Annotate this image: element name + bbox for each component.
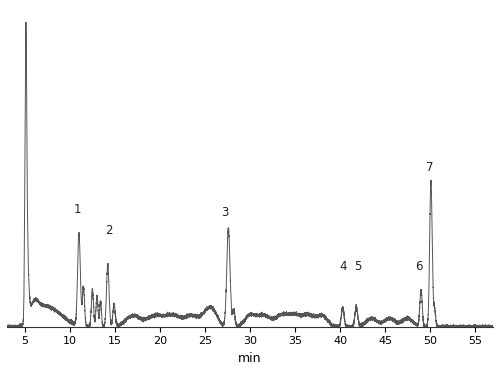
Text: 1: 1: [74, 203, 81, 216]
Text: 6: 6: [416, 260, 423, 273]
X-axis label: min: min: [238, 352, 262, 365]
Text: 5: 5: [354, 260, 362, 273]
Text: 4: 4: [339, 260, 346, 273]
Text: 7: 7: [426, 161, 434, 174]
Text: 3: 3: [221, 206, 228, 219]
Text: 2: 2: [105, 224, 112, 237]
